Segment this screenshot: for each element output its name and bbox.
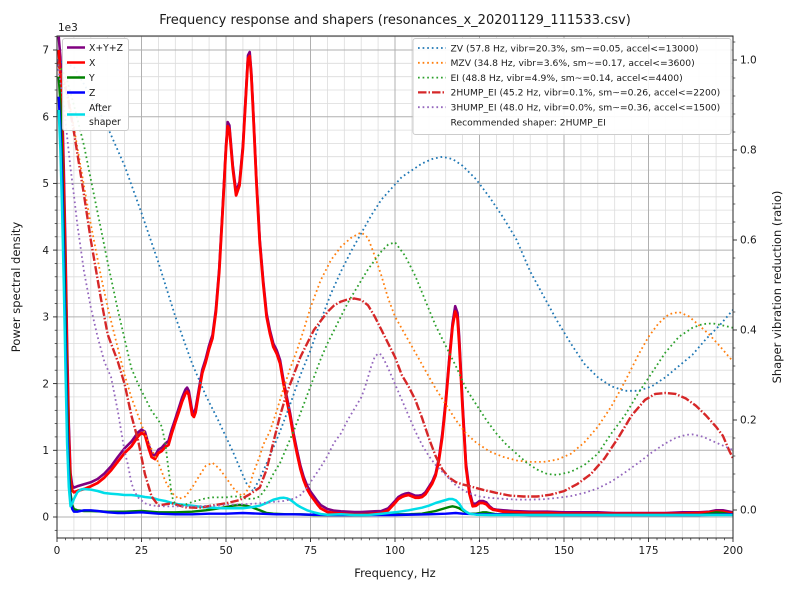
y-right-tick-label: 0.0 [740, 505, 757, 517]
legend-label: ZV (57.8 Hz, vibr=20.3%, sm~=0.05, accel… [451, 43, 699, 54]
y-right-tick-label: 0.4 [740, 325, 757, 337]
legend-item-after-shaper: After shaper [67, 103, 121, 128]
legend-item-mzv: MZV (34.8 Hz, vibr=3.6%, sm~=0.17, accel… [418, 58, 695, 69]
x-tick-label: 0 [54, 545, 61, 557]
curve-mzv [57, 59, 733, 500]
x-tick-label: 25 [135, 545, 148, 557]
y-left-offset-label: 1e3 [58, 22, 78, 34]
legend-label: X+Y+Z [89, 43, 123, 54]
chart-title: Frequency response and shapers (resonanc… [159, 13, 631, 28]
y-right-tick-label: 0.6 [740, 235, 757, 247]
tick-labels: 0 25 50 75 100 125 150 175 200 0 1 2 3 4 5 6 7 0.0 0.2 0.4 0… [42, 45, 757, 557]
x-tick-label: 75 [304, 545, 317, 557]
legend-item-x-y-z: X+Y+Z [67, 43, 123, 54]
y-left-tick-label: 1 [42, 445, 49, 457]
legend-item-ei: EI (48.8 Hz, vibr=4.9%, sm~=0.14, accel<… [418, 73, 683, 84]
legend-item-3hump-ei: 3HUMP_EI (48.0 Hz, vibr=0.0%, sm~=0.36, … [418, 103, 720, 114]
x-tick-label: 150 [554, 545, 574, 557]
legend-label: Y [88, 73, 95, 84]
legend-left: X+Y+Z XYZ After shaper [62, 38, 129, 131]
x-axis-label: Frequency, Hz [354, 566, 435, 580]
x-tick-label: 50 [219, 545, 232, 557]
legend-label: After [89, 103, 112, 114]
legend-item-z: Z [67, 88, 95, 99]
y-right-tick-label: 1.0 [740, 55, 757, 67]
y-right-axis-label: Shaper vibration reduction (ratio) [770, 191, 784, 384]
y-left-tick-label: 2 [42, 378, 49, 390]
y-left-tick-label: 5 [42, 178, 49, 190]
curve-ei [57, 59, 733, 507]
legend-label: shaper [89, 117, 121, 128]
y-right-tick-label: 0.2 [740, 415, 757, 427]
y-left-tick-label: 3 [42, 312, 49, 324]
legend-item-zv: ZV (57.8 Hz, vibr=20.3%, sm~=0.05, accel… [418, 43, 698, 54]
legend-label: 2HUMP_EI (45.2 Hz, vibr=0.1%, sm~=0.26, … [451, 88, 721, 99]
legend-item-x: X [67, 58, 96, 69]
ticks [53, 36, 737, 542]
legend-label: Z [89, 88, 95, 99]
y-right-tick-label: 0.8 [740, 145, 757, 157]
legend-label: X [89, 58, 96, 69]
legend-label: EI (48.8 Hz, vibr=4.9%, sm~=0.14, accel<… [451, 73, 683, 84]
x-tick-label: 100 [385, 545, 405, 557]
y-left-axis-label: Power spectral density [9, 222, 23, 353]
y-left-tick-label: 7 [42, 45, 49, 57]
legend-right-box [412, 38, 732, 135]
legend-label: MZV (34.8 Hz, vibr=3.6%, sm~=0.17, accel… [451, 58, 695, 69]
curves [57, 36, 733, 517]
curve-zv [57, 59, 733, 492]
legend-note: Recommended shaper: 2HUMP_EI [451, 117, 606, 128]
legend-right: ZV (57.8 Hz, vibr=20.3%, sm~=0.05, accel… [412, 38, 732, 135]
legend-item-y: Y [67, 73, 95, 84]
curve-x [57, 49, 733, 516]
x-tick-label: 125 [469, 545, 489, 557]
legend-label: 3HUMP_EI (48.0 Hz, vibr=0.0%, sm~=0.36, … [451, 103, 721, 114]
y-left-tick-label: 6 [42, 111, 49, 123]
y-left-tick-label: 0 [42, 512, 49, 524]
y-left-tick-label: 4 [42, 245, 49, 257]
x-tick-label: 200 [723, 545, 743, 557]
legend-item-2hump-ei: 2HUMP_EI (45.2 Hz, vibr=0.1%, sm~=0.26, … [418, 88, 720, 99]
curve-after-shaper [57, 109, 733, 517]
x-tick-label: 175 [638, 545, 658, 557]
curve-2hump-ei [57, 59, 733, 509]
